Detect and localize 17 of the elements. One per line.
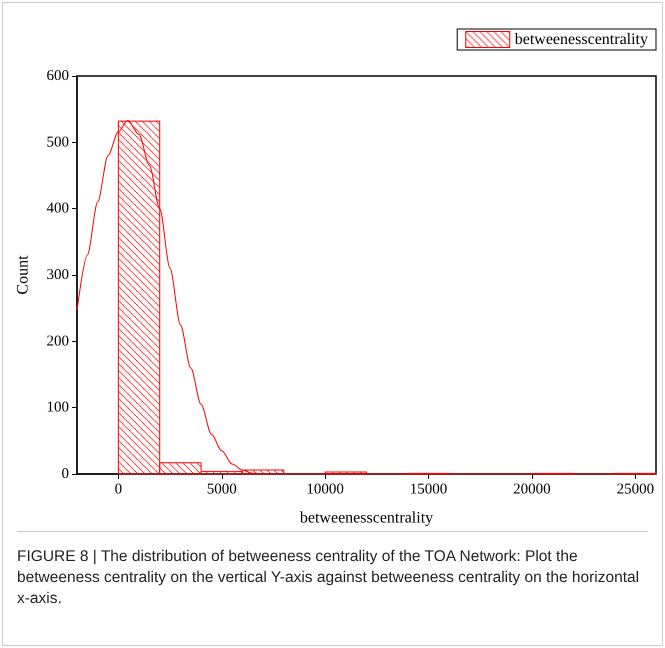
- x-axis-title: betweenesscentrality: [300, 510, 434, 526]
- x-tick-label: 25000: [616, 482, 654, 498]
- y-axis-title: Count: [14, 254, 32, 295]
- legend-label: betweenesscentrality: [514, 31, 648, 48]
- x-tick-label: 0: [114, 482, 122, 498]
- x-tick-label: 5000: [206, 482, 237, 498]
- x-tick-label: 15000: [410, 482, 448, 498]
- y-tick-label: 500: [46, 134, 69, 150]
- y-tick-label: 200: [46, 333, 69, 350]
- x-tick-label: 20000: [513, 482, 551, 498]
- y-tick-label: 400: [46, 200, 69, 217]
- y-tick-label: 100: [46, 400, 69, 416]
- y-tick-label: 300: [46, 267, 69, 283]
- caption: FIGURE 8 | The distribution of betweeness centrality of the TOA Network: Plot the betweeness centrality on the vertical Y-axis against betweeness centrality on the horizontal x-axis.: [17, 547, 640, 609]
- y-tick-label: 600: [46, 68, 69, 84]
- y-tick-label: 0: [62, 466, 69, 482]
- x-tick-label: 10000: [306, 482, 344, 498]
